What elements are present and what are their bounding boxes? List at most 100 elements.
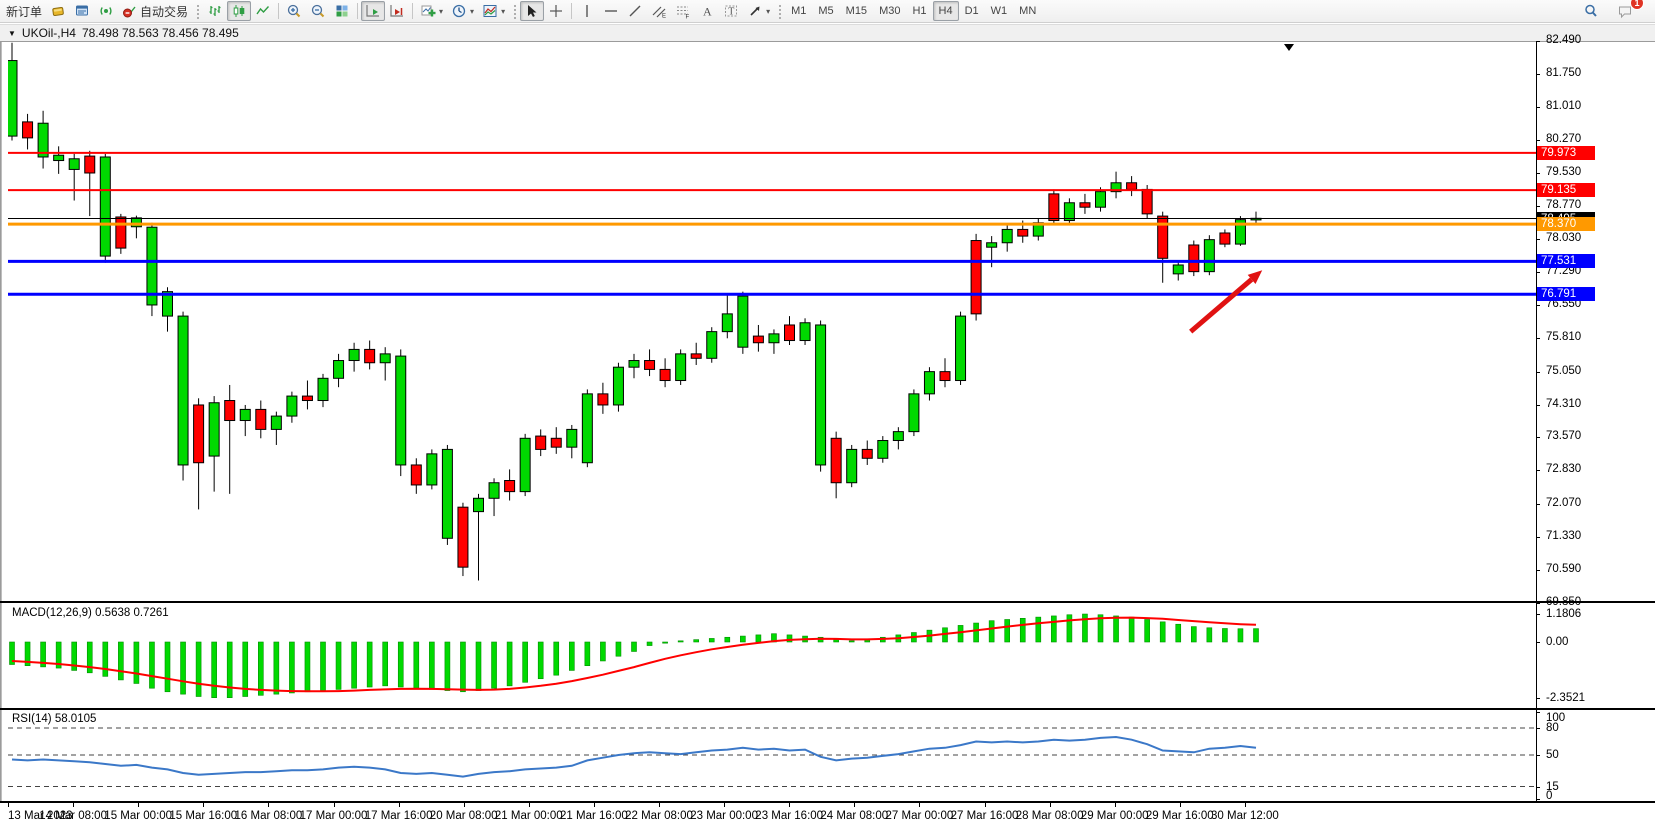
candle — [1063, 202, 1075, 222]
timeframe-m5-button[interactable]: M5 — [818, 5, 834, 17]
rsi-panel[interactable] — [8, 711, 1536, 801]
candle — [177, 315, 189, 466]
candle — [130, 217, 142, 228]
timeframe-m1-button[interactable]: M1 — [791, 5, 807, 17]
price-axis-tick — [1536, 404, 1540, 406]
zoom-in-button[interactable] — [282, 1, 306, 21]
candle — [628, 360, 640, 368]
equidistant-channel-button[interactable]: E — [647, 1, 671, 21]
fibonacci-button[interactable]: F — [671, 1, 695, 21]
candle — [53, 154, 65, 162]
macd-panel[interactable] — [8, 604, 1536, 707]
time-axis-tick — [398, 803, 400, 807]
auto-trading-button[interactable]: 自动交易 — [118, 1, 192, 21]
signals-icon — [100, 7, 112, 15]
price-axis-tick — [1536, 304, 1540, 306]
market-watch-button[interactable] — [70, 1, 94, 21]
price-axis-tick — [1536, 536, 1540, 538]
chart-shift-button[interactable] — [385, 1, 409, 21]
panel-separator[interactable] — [0, 601, 1655, 603]
time-axis-label: 22 Mar 08:00 — [625, 810, 693, 822]
auto-scroll-button[interactable] — [361, 1, 386, 21]
chat-button[interactable]: 1 — [1613, 0, 1644, 21]
candle — [317, 377, 329, 402]
timeframe-m30-button[interactable]: M30 — [879, 5, 901, 17]
timeframe-h1-button[interactable]: H1 — [912, 5, 927, 17]
time-axis-label: 17 Mar 16:00 — [364, 810, 433, 822]
text-label-button[interactable]: T — [719, 1, 743, 21]
price-axis-label: 72.070 — [1546, 497, 1582, 510]
candle — [519, 437, 531, 493]
collapse-triangle-icon[interactable]: ▼ — [8, 28, 16, 38]
time-axis-tick — [333, 803, 335, 807]
new-chart-button[interactable] — [46, 1, 70, 21]
candle — [115, 216, 127, 249]
candle — [84, 155, 96, 174]
templates-button[interactable]: ▾ — [478, 1, 509, 21]
crosshair-icon — [550, 5, 563, 17]
toolbar-grip[interactable] — [195, 3, 201, 19]
zoom-out-button[interactable] — [306, 1, 330, 21]
timeframe-w1-button[interactable]: W1 — [990, 5, 1008, 17]
periods-icon — [452, 4, 466, 18]
candle — [208, 402, 220, 457]
time-axis-label: 15 Mar 16:00 — [169, 810, 238, 822]
main-chart-area[interactable] — [8, 42, 1536, 601]
price-axis-tick — [1536, 337, 1540, 339]
horizontal-line-button[interactable] — [599, 1, 623, 21]
price-axis-label: 78.030 — [1546, 232, 1582, 245]
line-chart-button[interactable] — [251, 1, 275, 21]
bar-chart-button[interactable] — [203, 1, 227, 21]
candle — [426, 453, 438, 486]
toolbar-grip[interactable] — [512, 3, 518, 19]
new-order-button[interactable]: 新订单 — [2, 1, 46, 21]
signals-button[interactable] — [94, 1, 118, 21]
time-axis-tick — [73, 803, 75, 807]
time-axis[interactable]: 13 Mar 2023 14 Mar 08:00 15 Mar 00:00 15 Ma… — [0, 803, 1655, 828]
candle — [706, 331, 718, 359]
candle — [1172, 264, 1184, 275]
panel-separator[interactable] — [0, 801, 1655, 803]
search-button[interactable] — [1579, 1, 1603, 21]
chart-window-title-bar[interactable]: ▼ UKOil-,H4 78.498 78.563 78.456 78.495 — [0, 24, 1655, 42]
crosshair-button[interactable] — [544, 1, 568, 21]
svg-text:T: T — [728, 7, 734, 18]
timeframe-d1-button[interactable]: D1 — [964, 5, 979, 17]
timeframe-h4-button[interactable]: H4 — [932, 1, 959, 21]
timeframe-mn-button[interactable]: MN — [1019, 5, 1037, 17]
toolbar-separator — [278, 3, 280, 19]
cursor-button[interactable] — [520, 1, 545, 21]
auto-trading-label: 自动交易 — [140, 4, 189, 19]
candlestick-chart-button[interactable] — [227, 1, 252, 21]
time-axis-label: 29 Mar 16:00 — [1145, 810, 1214, 822]
periods-button[interactable]: ▾ — [447, 1, 478, 21]
vertical-line-button[interactable] — [575, 1, 599, 21]
rsi-axis-label: 100 — [1546, 712, 1566, 724]
rsi-axis-tick — [1536, 728, 1540, 729]
text-button[interactable]: A — [695, 1, 719, 21]
indicators-button[interactable]: ▾ — [416, 1, 447, 21]
price-level-badge: 77.531 — [1537, 254, 1595, 269]
arrows-button[interactable]: ▾ — [743, 1, 774, 21]
candle — [68, 158, 80, 170]
rsi-axis-label: 80 — [1546, 722, 1559, 734]
rsi-axis-label: 0 — [1546, 790, 1553, 802]
candle — [239, 408, 251, 422]
time-axis-tick — [984, 803, 986, 807]
horizontal-line-icon — [605, 10, 618, 12]
toolbar-grip[interactable] — [777, 3, 783, 19]
trendline-button[interactable] — [623, 1, 647, 21]
timeframe-m15-button[interactable]: M15 — [845, 5, 868, 17]
candle — [970, 240, 982, 315]
time-axis-label: 27 Mar 00:00 — [885, 810, 954, 822]
chat-icon — [1619, 6, 1631, 19]
line-chart-icon — [256, 6, 270, 15]
candle — [659, 368, 671, 382]
price-axis-label: 74.310 — [1546, 397, 1582, 410]
candle — [581, 393, 593, 464]
candle — [255, 408, 267, 430]
candle — [457, 506, 469, 568]
candle — [1048, 193, 1060, 222]
tile-windows-button[interactable] — [330, 1, 354, 21]
panel-separator[interactable] — [0, 708, 1655, 710]
